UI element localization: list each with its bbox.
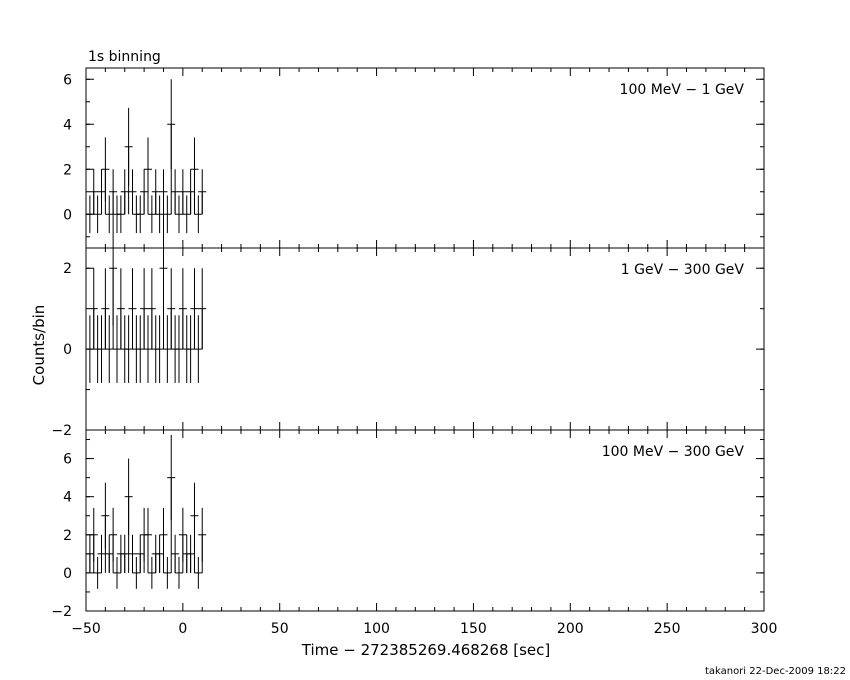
panel-1: 0 2 4 6 100 MeV − 1 GeV: [63, 67, 765, 249]
y-tick-label: 0: [63, 342, 72, 358]
y-tick-label: 6: [63, 452, 72, 468]
x-tick-label: 150: [460, 621, 487, 637]
energy-band-label: 1 GeV − 300 GeV: [621, 262, 745, 278]
y-tick-label: 2: [63, 528, 72, 544]
y-tick-label: −2: [51, 604, 72, 620]
y-tick-label: 2: [63, 261, 72, 277]
x-tick-label: 200: [557, 621, 584, 637]
y-tick-label: 2: [63, 162, 72, 178]
y-tick-label: 4: [63, 490, 72, 506]
binning-label: 1s binning: [88, 49, 161, 65]
x-tick-label: 300: [751, 621, 778, 637]
y-axis-label: Counts/bin: [30, 305, 48, 386]
y-tick-label: 6: [63, 72, 72, 88]
footer-credit: takanori 22-Dec-2009 18:22: [705, 666, 846, 677]
x-axis-label: Time − 272385269.468268 [sec]: [301, 641, 551, 659]
x-tick-label: −50: [71, 621, 101, 637]
y-tick-label: 0: [63, 566, 72, 582]
y-tick-label: 4: [63, 117, 72, 133]
y-tick-label: 0: [63, 207, 72, 223]
energy-band-label: 100 MeV − 300 GeV: [602, 444, 745, 460]
panel-3: −2 0 2 4 6 100 MeV − 300 GeV −50 0 50 100 150 200 25…: [51, 429, 778, 637]
x-tick-label: 50: [271, 621, 289, 637]
energy-band-label: 100 MeV − 1 GeV: [620, 82, 745, 98]
panel-2: −2 0 2 1 GeV − 300 GeV: [51, 211, 765, 439]
panel-frame: [85, 429, 765, 612]
y-tick-label: −2: [51, 423, 72, 439]
x-tick-label: 250: [654, 621, 681, 637]
x-tick-label: 100: [363, 621, 390, 637]
x-tick-label: 0: [178, 621, 187, 637]
